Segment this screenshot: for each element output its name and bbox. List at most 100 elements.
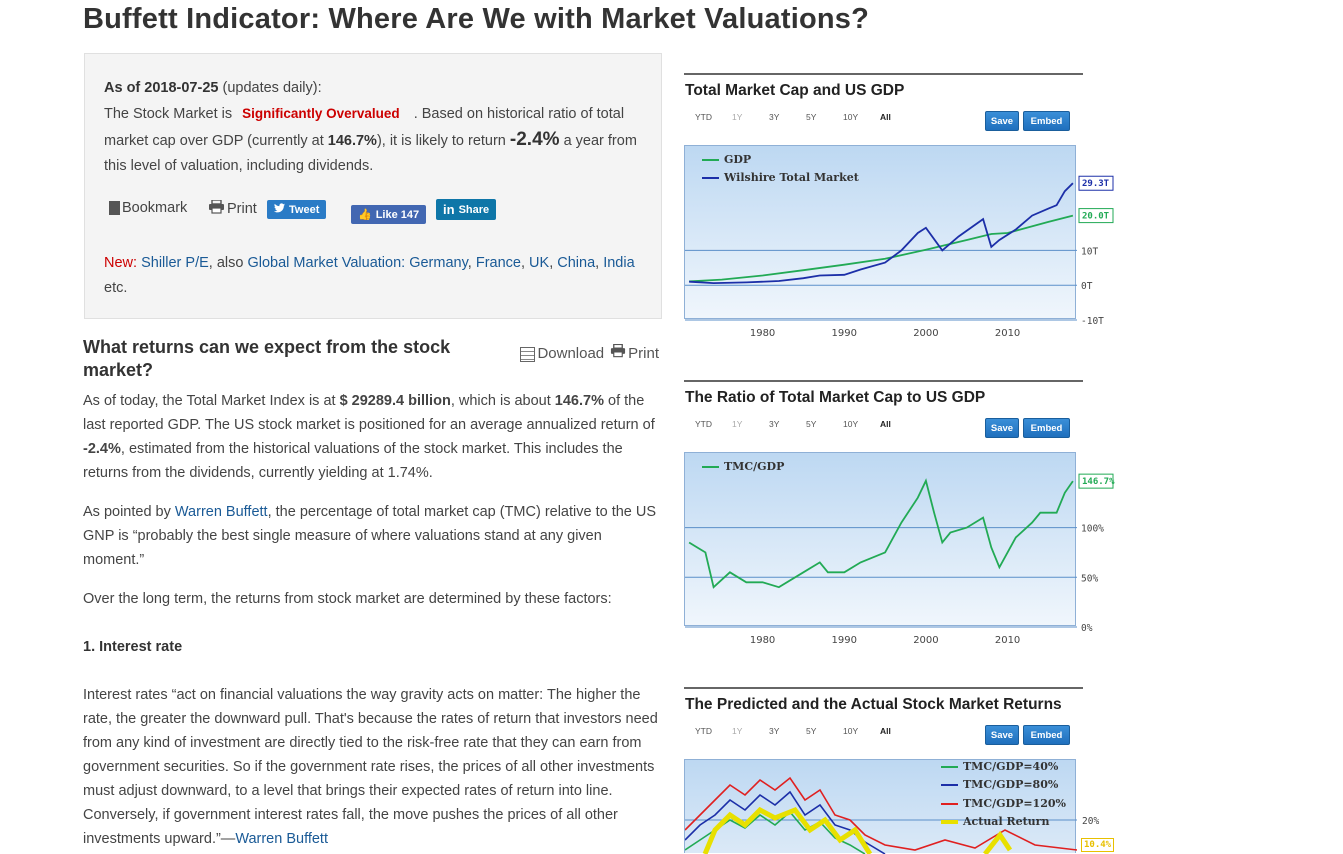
as-of-date: 2018-07-25 (144, 80, 219, 96)
x-tick-label: 2010 (995, 635, 1020, 646)
x-tick-label: 2000 (913, 635, 938, 646)
p1-text-a: As of today, the Total Market Index is a… (83, 393, 336, 409)
ratio-sentence-b: ), it is likely to return (376, 133, 506, 149)
range-5y[interactable]: 5Y (806, 419, 817, 429)
embed-button[interactable]: Embed (1023, 111, 1070, 131)
tweet-label: Tweet (289, 203, 320, 216)
also-text: , also (208, 255, 244, 271)
return-series-line-3 (702, 806, 873, 854)
y-tick-label: 50% (1081, 573, 1098, 584)
save-button[interactable]: Save (985, 418, 1019, 438)
like-label: Like 147 (375, 208, 420, 221)
as-of-label: As of (104, 80, 141, 96)
paragraph-buffett: As pointed by Warren Buffett, the percen… (83, 500, 663, 572)
save-button[interactable]: Save (985, 111, 1019, 131)
plot-area: 100% 50% 0% 1980 1990 2000 2010 146.7% TMC/GDP (684, 452, 1115, 646)
new-label: New: (104, 255, 138, 271)
article-print-button[interactable]: Print (610, 342, 659, 366)
paragraph-index: As of today, the Total Market Index is a… (83, 389, 663, 485)
x-tick-label: 1980 (750, 328, 775, 339)
spreadsheet-icon (520, 346, 536, 362)
range-10y[interactable]: 10Y (843, 726, 859, 736)
range-all[interactable]: All (880, 419, 891, 429)
series-line-1 (689, 182, 1074, 285)
plot-area: TMC/GDP=40% TMC/GDP=80% TMC/GDP=120% Act… (684, 759, 1115, 854)
thumbs-up-icon: 👍 (358, 209, 372, 221)
y-tick-label: 100% (1081, 524, 1104, 535)
global-valuation-link[interactable]: Global Market Valuation: (247, 255, 406, 271)
x-tick-label: 2000 (913, 328, 938, 339)
p4-text: Interest rates “act on financial valuati… (83, 687, 658, 847)
last-value-box (1078, 473, 1114, 489)
legend-tmc-40: TMC/GDP=40% (941, 760, 1058, 773)
warren-buffett-quote-link[interactable]: Warren Buffett (235, 831, 328, 847)
y-tick-label: -10T (1081, 316, 1104, 327)
actual-return-last-label: 10.4% (1081, 838, 1115, 852)
embed-button[interactable]: Embed (1023, 725, 1070, 745)
range-selector: YTD 1Y 3Y 5Y 10Y All (695, 112, 917, 122)
chart-predicted-returns: The Predicted and the Actual Stock Marke… (684, 687, 1115, 854)
range-1y[interactable]: 1Y (732, 726, 743, 736)
embed-button[interactable]: Embed (1023, 418, 1070, 438)
stock-market-prefix: The Stock Market is (104, 106, 233, 122)
series-line-0 (689, 214, 1074, 283)
range-ytd[interactable]: YTD (695, 419, 712, 429)
save-button[interactable]: Save (985, 725, 1019, 745)
p1-text-d: , estimated from the historical valuatio… (83, 441, 623, 481)
p2-text-b: , the percentage of total market cap (TM… (83, 504, 657, 568)
y-tick-label: 0% (1081, 623, 1093, 634)
range-all[interactable]: All (880, 726, 891, 736)
range-3y[interactable]: 3Y (769, 112, 780, 122)
expected-return: -2.4% (509, 129, 560, 150)
range-1y[interactable]: 1Y (732, 112, 743, 122)
range-5y[interactable]: 5Y (806, 112, 817, 122)
factor-heading-interest-rate: 1. Interest rate (83, 639, 183, 655)
download-button[interactable]: Download (520, 342, 604, 366)
country-link-uk[interactable]: UK (529, 255, 550, 271)
range-selector: YTD 1Y 3Y 5Y 10Y All (695, 726, 917, 736)
share-label: Share (458, 203, 490, 216)
range-ytd[interactable]: YTD (695, 726, 712, 736)
chart-title: The Predicted and the Actual Stock Marke… (685, 696, 1062, 713)
range-ytd[interactable]: YTD (695, 112, 712, 122)
x-tick-label: 1990 (832, 635, 857, 646)
y-tick-label: 20% (1082, 816, 1100, 827)
last-value-box (1078, 175, 1114, 191)
valuation-summary: As of 2018-07-25 (updates daily): The St… (84, 53, 662, 319)
warren-buffett-link[interactable]: Warren Buffett (174, 504, 268, 520)
country-link-india[interactable]: India (603, 255, 635, 271)
last-value-label: 29.3T (1082, 179, 1110, 189)
range-3y[interactable]: 3Y (769, 726, 780, 736)
action-bar: Bookmark Print Tweet 👍 Like 147 in Share (109, 199, 649, 230)
legend-tmc-80: TMC/GDP=80% (941, 778, 1058, 791)
range-3y[interactable]: 3Y (769, 419, 780, 429)
legend-tmc-120: TMC/GDP=120% (941, 797, 1066, 810)
legend-gdp: GDP (702, 153, 751, 166)
like-button[interactable]: 👍 Like 147 (351, 205, 427, 224)
total-market-index-value: $ 29289.4 billion (339, 393, 451, 409)
return-series-line-1 (685, 790, 886, 854)
p2-text-a: As pointed by (83, 504, 171, 520)
bookmark-icon (109, 201, 120, 215)
tweet-button[interactable]: Tweet (267, 200, 327, 219)
country-link-germany[interactable]: Germany (409, 255, 468, 271)
range-10y[interactable]: 10Y (843, 112, 859, 122)
chart-title: Total Market Cap and US GDP (685, 82, 905, 99)
print-button[interactable]: Print (208, 199, 257, 218)
x-tick-label: 2010 (995, 328, 1020, 339)
range-all[interactable]: All (880, 112, 891, 122)
country-link-china[interactable]: China (557, 255, 596, 271)
bookmark-button[interactable]: Bookmark (109, 200, 187, 216)
last-value-label: 146.7% (1082, 477, 1115, 487)
shiller-pe-link[interactable]: Shiller P/E (141, 255, 209, 271)
chart-title: The Ratio of Total Market Cap to US GDP (685, 389, 986, 406)
bookmark-label: Bookmark (122, 200, 188, 216)
linkedin-share-button[interactable]: in Share (436, 199, 497, 220)
range-1y[interactable]: 1Y (732, 419, 743, 429)
range-5y[interactable]: 5Y (806, 726, 817, 736)
range-10y[interactable]: 10Y (843, 419, 859, 429)
ratio-sentence-a: . Based on historical ratio of total mar… (104, 106, 625, 149)
valuation-badge: Significantly Overvalued (242, 106, 400, 121)
country-link-france[interactable]: France (475, 255, 521, 271)
print-label: Print (227, 201, 257, 217)
